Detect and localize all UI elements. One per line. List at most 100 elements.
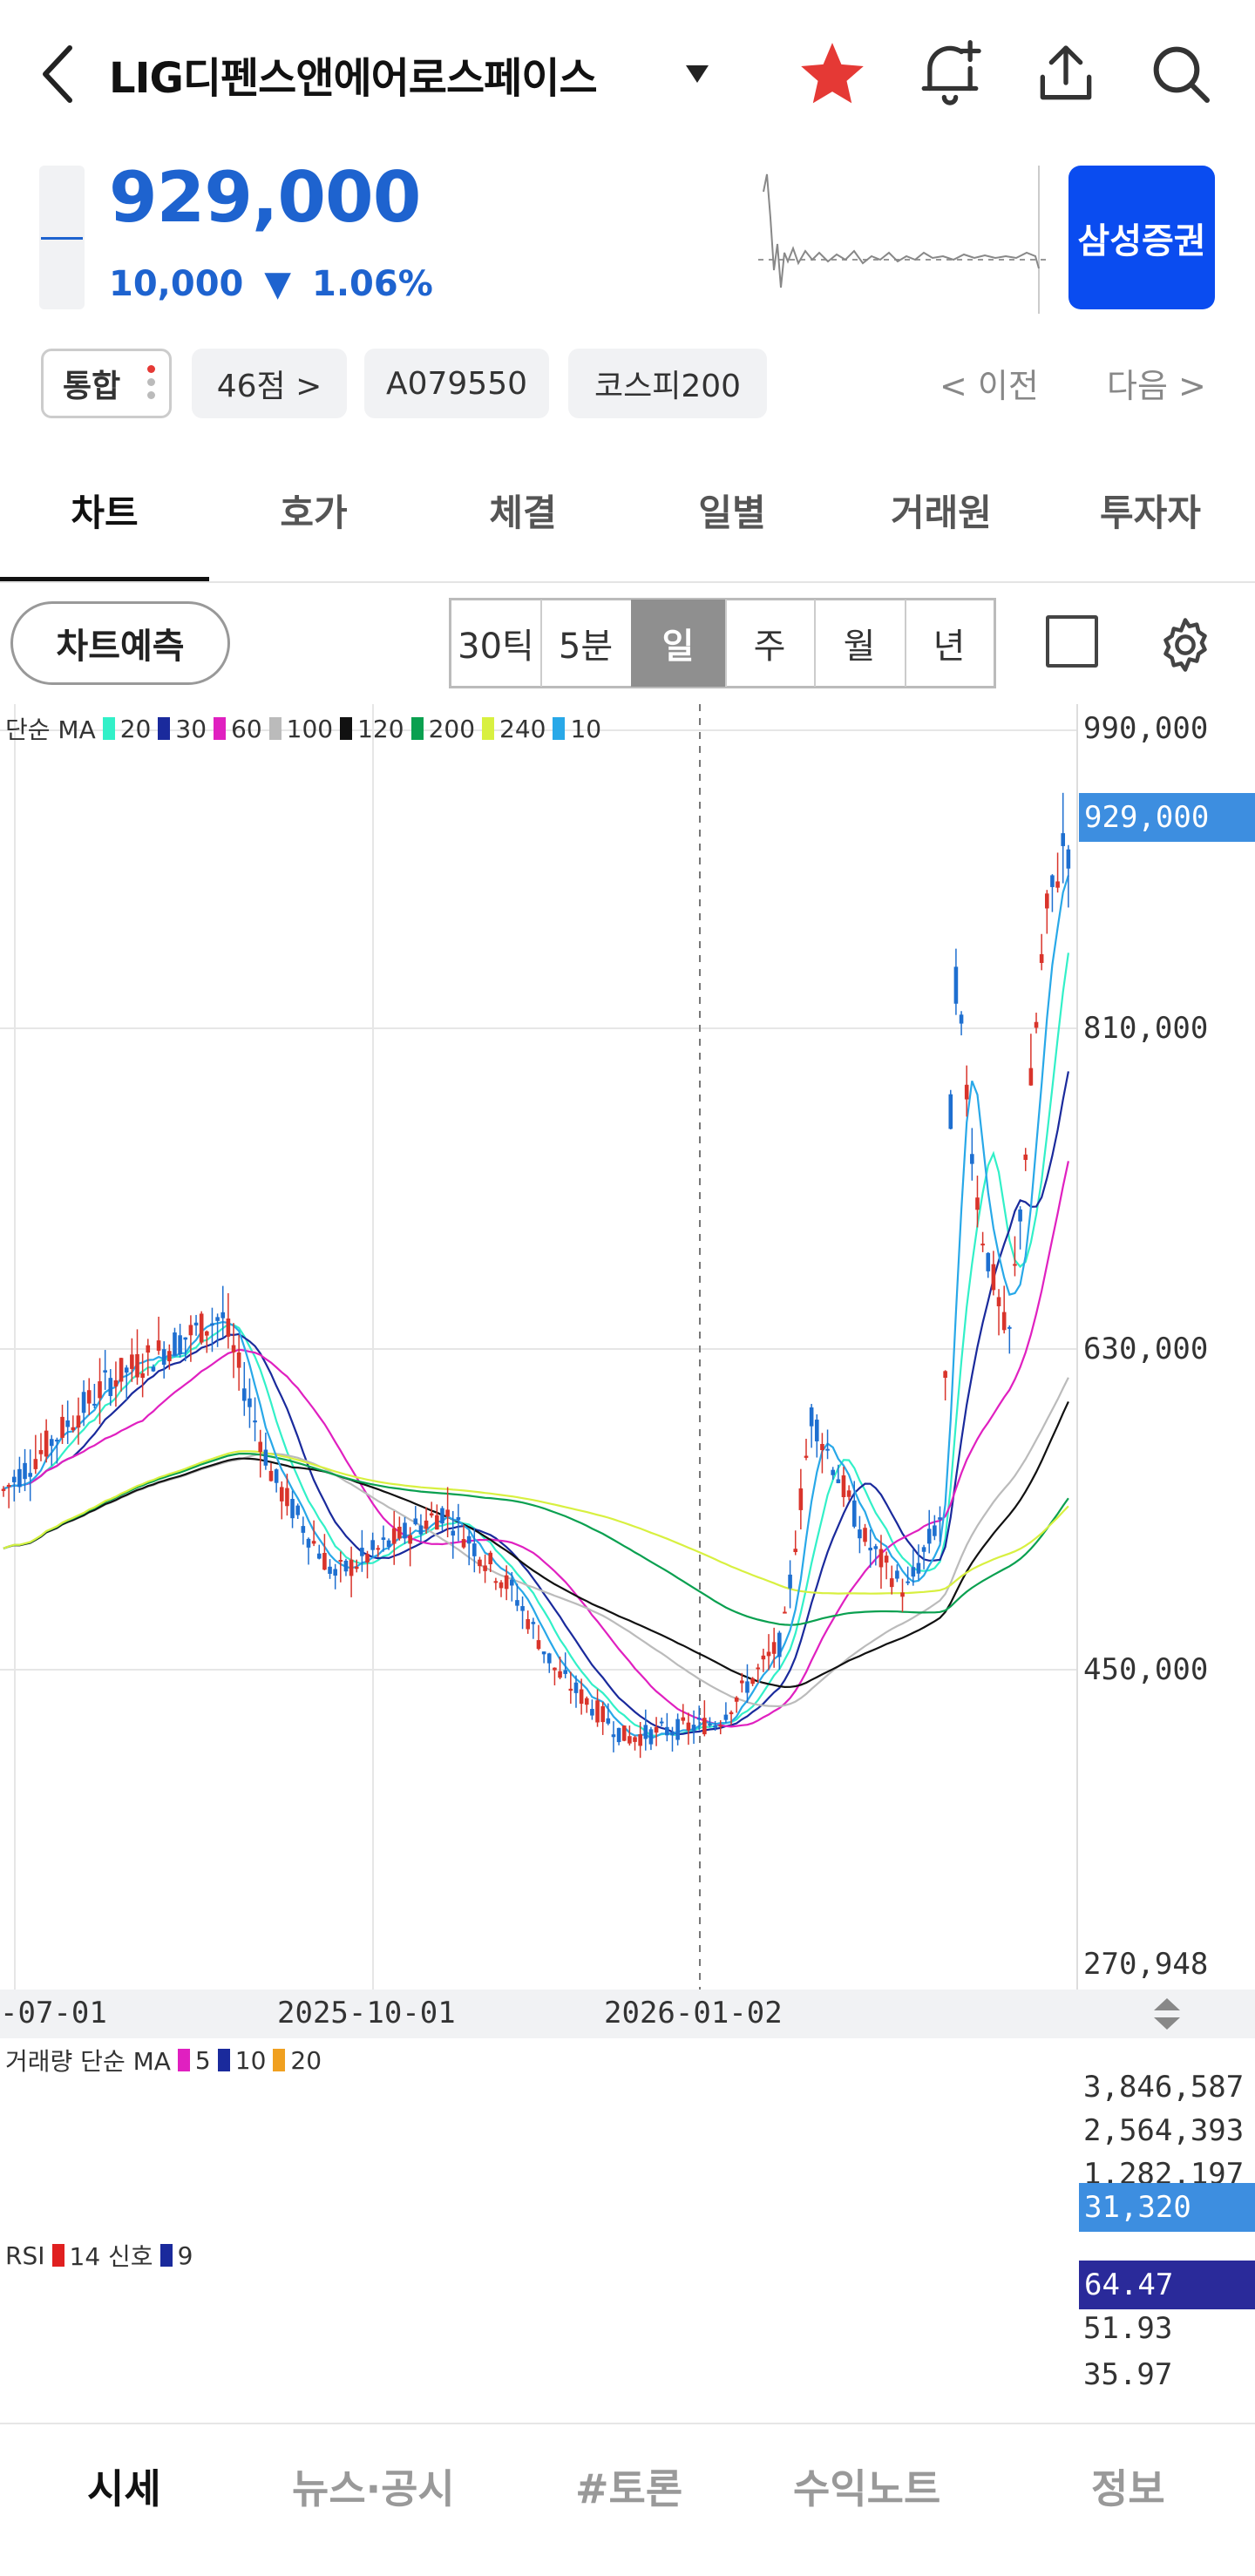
chevron-down-icon[interactable] xyxy=(680,57,715,92)
candle xyxy=(333,1569,337,1576)
period-month[interactable]: 월 xyxy=(814,600,906,687)
candle xyxy=(1,1488,6,1491)
candle xyxy=(81,1392,86,1413)
candle xyxy=(1066,849,1071,869)
candle xyxy=(526,1619,531,1630)
candle xyxy=(248,1398,252,1407)
active-tab-indicator xyxy=(0,577,209,581)
candle xyxy=(798,1488,804,1510)
candle xyxy=(696,1718,702,1720)
x-tick-label: 2025-10-01 xyxy=(277,1996,456,2030)
candle xyxy=(253,1420,257,1423)
broker-button[interactable]: 삼성증권 xyxy=(1068,166,1215,309)
period-5min[interactable]: 5분 xyxy=(540,600,633,687)
y-tick-label: 450,000 xyxy=(1083,1652,1209,1687)
candle xyxy=(595,1700,600,1723)
rsi-swatch xyxy=(51,2244,64,2267)
candle xyxy=(648,1729,654,1745)
candle xyxy=(809,1407,814,1427)
bell-add-icon[interactable] xyxy=(911,35,989,113)
candle xyxy=(911,1567,916,1577)
candle xyxy=(878,1549,884,1568)
candle xyxy=(504,1575,509,1590)
candle xyxy=(788,1574,792,1589)
candle xyxy=(691,1725,696,1731)
candle xyxy=(71,1427,76,1431)
tab-brokers[interactable]: 거래원 xyxy=(891,491,992,534)
candle xyxy=(38,1449,44,1454)
candle xyxy=(628,1736,632,1744)
candle xyxy=(55,1440,59,1442)
ma-30-line xyxy=(3,1071,1069,1736)
rsi-tick-label: 51.93 xyxy=(1083,2311,1173,2346)
candle xyxy=(863,1528,867,1542)
ma-200-line xyxy=(3,1452,1069,1626)
candle xyxy=(1039,953,1044,963)
candle xyxy=(783,1611,787,1614)
candle xyxy=(777,1632,782,1657)
candle xyxy=(285,1488,289,1507)
tab-divider xyxy=(0,581,1255,583)
index-pill[interactable]: 코스피200 xyxy=(568,349,767,418)
tab-daily[interactable]: 일별 xyxy=(698,491,766,534)
period-day[interactable]: 일 xyxy=(631,600,727,687)
down-arrow-icon: ▼ xyxy=(264,264,292,304)
candle xyxy=(611,1734,616,1738)
score-pill[interactable]: 46점 > xyxy=(192,349,347,418)
ma-60-line xyxy=(3,1161,1069,1728)
back-icon[interactable] xyxy=(26,39,87,109)
nav-news[interactable]: 뉴스·공시 xyxy=(292,2465,455,2512)
candle xyxy=(814,1420,819,1441)
nav-info[interactable]: 정보 xyxy=(1091,2465,1165,2512)
fullscreen-icon[interactable] xyxy=(1046,615,1098,668)
resize-handle-icon[interactable] xyxy=(1147,1994,1187,2034)
tab-trades[interactable]: 체결 xyxy=(489,491,557,534)
star-icon[interactable] xyxy=(793,35,872,113)
candle xyxy=(675,1718,680,1740)
candle xyxy=(1001,1312,1007,1331)
candle xyxy=(183,1337,188,1340)
candle xyxy=(124,1367,129,1373)
candle xyxy=(959,1014,964,1024)
search-icon[interactable] xyxy=(1142,35,1220,113)
rsi-legend: RSI 14 신호 9 xyxy=(5,2238,193,2273)
candle xyxy=(466,1535,471,1544)
candle xyxy=(306,1538,311,1548)
candle xyxy=(370,1540,375,1550)
candle xyxy=(338,1560,343,1563)
candle xyxy=(236,1352,241,1368)
candle xyxy=(1045,893,1049,909)
tab-investors[interactable]: 투자자 xyxy=(1100,491,1201,534)
candle xyxy=(113,1380,119,1386)
stock-name[interactable]: LIG디펜스앤에어로스페이스 xyxy=(109,54,598,103)
candle xyxy=(756,1667,761,1670)
candle xyxy=(708,1724,712,1726)
next-button[interactable]: 다음 > xyxy=(1107,367,1206,405)
period-30tick[interactable]: 30틱 xyxy=(451,600,542,687)
ma60-label: 60 xyxy=(231,714,262,743)
integrated-pill[interactable]: 통합 xyxy=(41,349,172,418)
candle xyxy=(633,1737,637,1742)
candle xyxy=(975,1197,980,1210)
candle xyxy=(793,1549,798,1553)
tab-orderbook[interactable]: 호가 xyxy=(280,491,348,534)
chart-forecast-button[interactable]: 차트예측 xyxy=(10,601,230,685)
period-year[interactable]: 년 xyxy=(933,627,966,667)
period-week[interactable]: 주 xyxy=(725,600,816,687)
nav-discussion[interactable]: #토론 xyxy=(575,2465,683,2512)
gear-icon[interactable] xyxy=(1150,610,1220,680)
candle xyxy=(659,1721,664,1724)
candle xyxy=(606,1718,611,1724)
price-chart[interactable] xyxy=(0,704,1255,1992)
candle xyxy=(322,1553,327,1570)
share-icon[interactable] xyxy=(1027,35,1105,113)
ma30-label: 30 xyxy=(175,714,207,743)
nav-profit-note[interactable]: 수익노트 xyxy=(793,2465,941,2512)
prev-button[interactable]: < 이전 xyxy=(940,367,1039,405)
nav-quote[interactable]: 시세 xyxy=(87,2465,161,2512)
tab-chart[interactable]: 차트 xyxy=(71,491,139,534)
candle xyxy=(825,1448,830,1451)
candle xyxy=(130,1354,134,1369)
candle xyxy=(584,1698,589,1705)
candle xyxy=(98,1381,102,1399)
